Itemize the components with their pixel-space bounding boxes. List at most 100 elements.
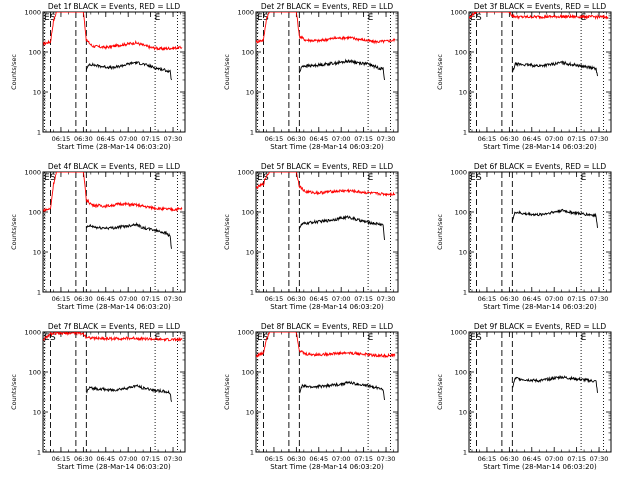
plot-frame [42,171,186,293]
events-series-line [511,208,598,228]
events-series-line [511,60,598,77]
event-marker-label: S [263,13,269,23]
x-tick-label: 06:15 [478,135,497,143]
events-series-line [298,380,385,401]
y-tick-label: 1 [250,449,254,457]
plot-frame [468,331,612,453]
y-tick-label: 10 [459,89,467,97]
x-tick-label: 06:45 [522,455,541,463]
x-tick-label: 07:30 [590,295,609,303]
y-tick-label: 100 [29,209,41,217]
x-tick-label: 06:15 [478,455,497,463]
y-axis-label: Counts/sec [223,54,231,90]
chart-panel: Det 2f BLACK = Events, RED = LLD 1 10 100 10… [223,2,399,151]
lld-series-line [469,12,609,20]
chart-title: Det 7f BLACK = Events, RED = LLD [48,322,181,331]
events-series-line [86,383,172,402]
y-tick-label: 100 [455,49,467,57]
x-tick-label: 06:45 [309,135,328,143]
x-tick-label: 07:30 [164,295,183,303]
y-tick-label: 10 [246,89,254,97]
x-tick-label: 06:45 [96,135,115,143]
event-marker-label: E [368,173,374,183]
y-axis-label: Counts/sec [436,54,444,90]
y-tick-label: 1 [250,129,254,137]
x-tick-label: 07:00 [119,295,138,303]
chart-panel: Det 7f BLACK = Events, RED = LLD 1 10 100 10… [10,322,186,471]
x-tick-label: 07:15 [354,455,373,463]
x-tick-label: 06:15 [52,295,71,303]
chart-panel: Det 1f BLACK = Events, RED = LLD 1 10 100 10… [10,2,186,151]
chart-panel: Det 3f BLACK = Events, RED = LLD 1 10 100 10… [436,2,612,151]
plot-frame [42,11,186,133]
y-axis-label: Counts/sec [10,214,18,250]
y-tick-label: 1000 [237,9,254,17]
plot-frame [42,331,186,453]
plot-frame [255,11,399,133]
x-tick-label: 06:45 [309,295,328,303]
x-axis-label: Start Time (28-Mar-14 06:03:20) [270,143,384,151]
y-axis-label: Counts/sec [436,214,444,250]
events-series-line [298,58,385,81]
chart-panel: Det 9f BLACK = Events, RED = LLD 1 10 100 10… [436,322,612,471]
y-tick-label: 1000 [24,9,41,17]
x-tick-label: 06:30 [287,455,306,463]
event-marker-label: S [476,333,482,343]
event-marker-label: S [50,13,56,23]
x-tick-label: 07:00 [545,295,564,303]
y-tick-label: 100 [29,369,41,377]
x-tick-label: 06:30 [500,455,519,463]
event-marker-label: S [263,333,269,343]
lld-series-line [43,172,183,213]
x-tick-label: 07:00 [119,135,138,143]
event-marker-label: E [155,13,161,23]
chart-title: Det 8f BLACK = Events, RED = LLD [261,322,394,331]
x-tick-label: 07:15 [354,135,373,143]
y-tick-label: 100 [242,369,254,377]
x-tick-label: 06:15 [265,295,284,303]
y-tick-label: 1000 [237,169,254,177]
event-marker-label: S [476,13,482,23]
x-tick-label: 07:00 [545,135,564,143]
y-tick-label: 1 [463,449,467,457]
x-tick-label: 07:15 [141,455,160,463]
event-marker-label: E [581,13,587,23]
x-tick-label: 07:30 [377,295,396,303]
x-tick-label: 07:00 [332,455,351,463]
x-axis-label: Start Time (28-Mar-14 06:03:20) [270,303,384,311]
events-series-line [85,221,172,249]
x-tick-label: 07:30 [164,455,183,463]
y-tick-label: 10 [246,409,254,417]
y-axis-label: Counts/sec [10,374,18,410]
events-series-line [298,214,385,241]
x-tick-label: 06:30 [500,135,519,143]
events-series-line [85,61,172,81]
chart-panel: Det 5f BLACK = Events, RED = LLD 1 10 100 10… [223,162,399,311]
plot-frame [468,11,612,133]
lld-series-line [43,332,183,343]
x-tick-label: 06:30 [287,295,306,303]
event-marker-label: E [470,13,476,23]
x-tick-label: 06:30 [74,455,93,463]
y-tick-label: 10 [459,249,467,257]
x-tick-label: 07:30 [377,135,396,143]
event-marker-label: E [44,13,50,23]
y-tick-label: 100 [242,209,254,217]
x-tick-label: 06:30 [500,295,519,303]
y-tick-label: 10 [33,409,41,417]
event-marker-label: E [368,13,374,23]
x-tick-label: 06:45 [522,135,541,143]
event-marker-label: E [581,333,587,343]
y-tick-label: 10 [33,249,41,257]
chart-title: Det 6f BLACK = Events, RED = LLD [474,162,607,171]
y-tick-label: 10 [459,409,467,417]
y-tick-label: 1 [37,289,41,297]
y-axis-label: Counts/sec [223,374,231,410]
event-marker-label: E [44,173,50,183]
x-tick-label: 06:15 [265,135,284,143]
x-tick-label: 06:45 [309,455,328,463]
y-tick-label: 100 [29,49,41,57]
lld-series-line [256,332,396,359]
x-tick-label: 07:15 [567,135,586,143]
